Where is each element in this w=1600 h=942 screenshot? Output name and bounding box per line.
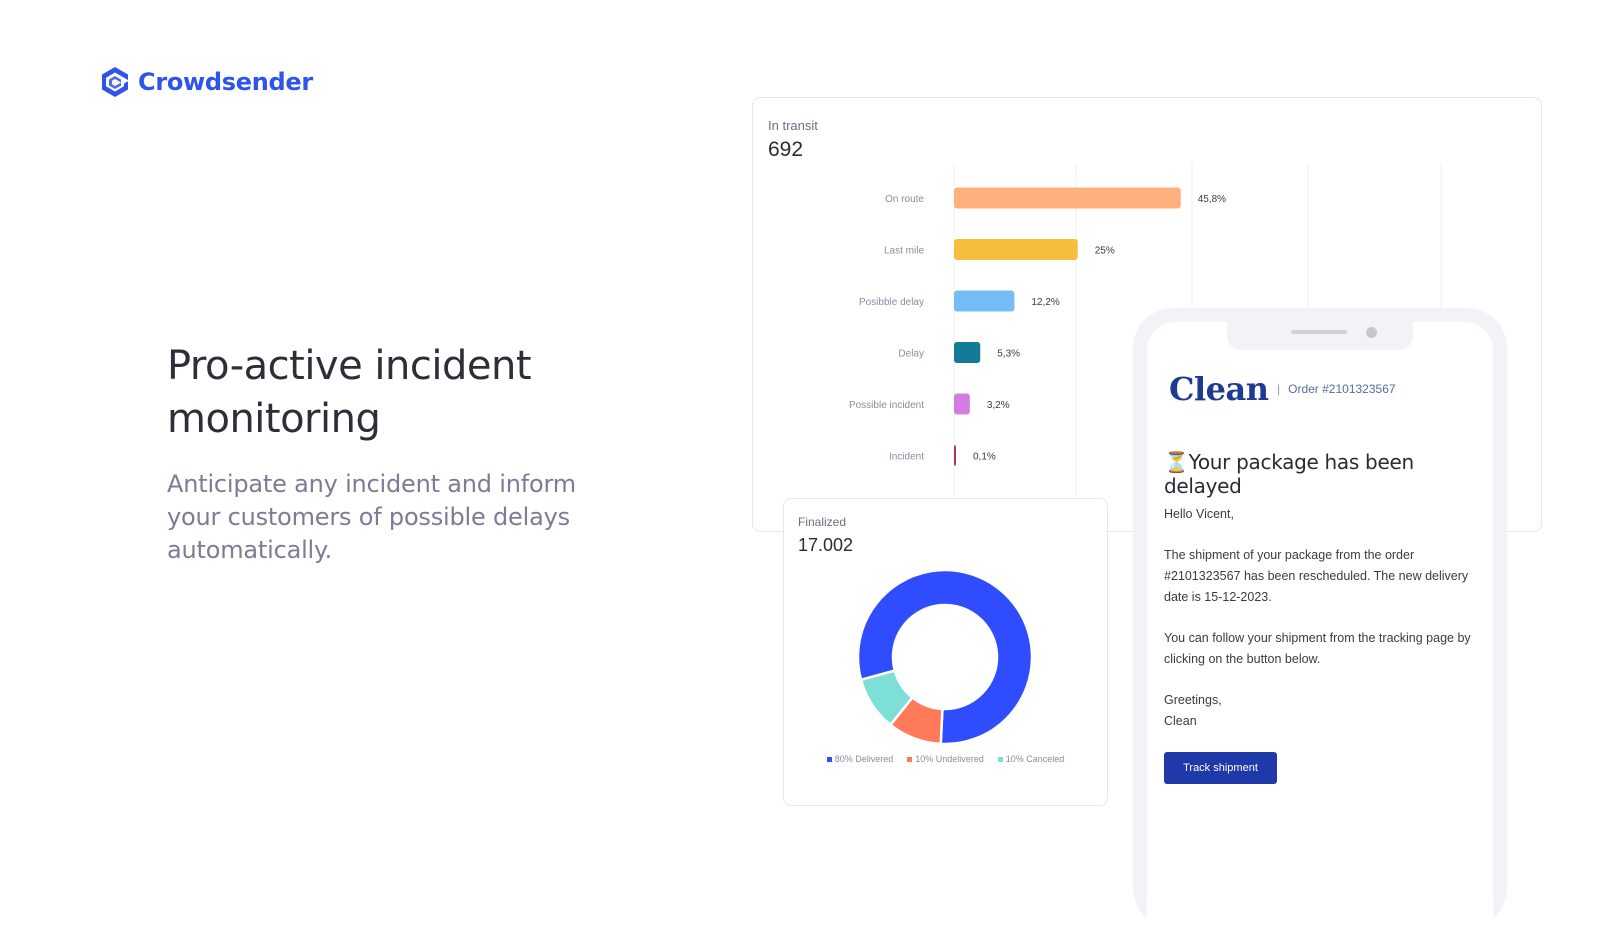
track-shipment-button[interactable]: Track shipment	[1164, 752, 1277, 784]
legend-label: 80% Delivered	[834, 754, 894, 764]
donut-slice	[859, 669, 915, 727]
legend-swatch	[826, 756, 832, 762]
bar	[954, 239, 1078, 260]
bar-value-label: 45,8%	[1198, 194, 1226, 205]
in-transit-bar-chart: On route 45,8% Last mile 25% Posibble delay 1…	[849, 163, 1442, 498]
order-number: | Order #2101323567	[1277, 382, 1396, 396]
finalized-legend: 80% Delivered 10% Undelivered 10% Canceled	[784, 754, 1107, 764]
legend-entry: 10% Canceled	[997, 754, 1065, 764]
bar-value-label: 3,2%	[987, 400, 1010, 411]
finalized-value: 17.002	[798, 535, 854, 555]
email-title-text: Your package has been delayed	[1164, 450, 1414, 498]
bar	[954, 342, 981, 363]
bar	[954, 445, 956, 466]
bar-value-label: 12,2%	[1031, 297, 1059, 308]
email-signature: Clean	[1164, 714, 1197, 728]
crowdsender-logo[interactable]: Crowdsender	[100, 66, 313, 98]
speaker-grille	[1291, 330, 1347, 334]
bar-value-label: 25%	[1095, 246, 1115, 257]
email-greeting: Hello Vicent,	[1164, 507, 1234, 521]
bar-category-label: Posibble delay	[859, 297, 924, 308]
hero-subtitle: Anticipate any incident and inform your …	[167, 470, 576, 564]
bar-category-label: Incident	[889, 452, 924, 463]
phone-notch	[1227, 322, 1413, 350]
email-brand-logo: Clean	[1169, 370, 1269, 408]
email-body: Hello Vicent, The shipment of your packa…	[1164, 504, 1484, 752]
legend-entry: 10% Undelivered	[907, 754, 984, 764]
in-transit-label: In transit	[768, 118, 818, 133]
brand-name: Crowdsender	[138, 68, 313, 96]
finalized-donut-chart	[856, 568, 1034, 746]
email-paragraph-1: The shipment of your package from the or…	[1164, 548, 1469, 604]
legend-label: 10% Canceled	[1005, 754, 1065, 764]
legend-swatch	[907, 756, 913, 762]
bar	[954, 187, 1181, 209]
bar-value-label: 0,1%	[973, 452, 996, 463]
legend-swatch	[997, 756, 1003, 762]
email-signoff: Greetings,	[1164, 693, 1222, 707]
email-paragraph-2: You can follow your shipment from the tr…	[1164, 631, 1471, 666]
bar-value-label: 5,3%	[997, 349, 1020, 360]
bar-category-label: On route	[885, 194, 924, 205]
in-transit-value: 692	[768, 138, 804, 161]
bar	[954, 393, 970, 415]
crowdsender-logo-icon	[102, 67, 128, 97]
legend-label: 10% Undelivered	[915, 754, 984, 764]
donut-slice	[856, 568, 1034, 746]
bar-category-label: Last mile	[884, 246, 924, 257]
phone-mockup: Clean | Order #2101323567 ⏳Your package h…	[1133, 308, 1507, 942]
legend-entry: 80% Delivered	[826, 754, 894, 764]
order-label: Order #2101323567	[1288, 382, 1396, 396]
camera-icon	[1366, 327, 1377, 338]
bar-category-label: Possible incident	[849, 400, 924, 411]
hero-title: Pro-active incident monitoring	[167, 343, 532, 442]
phone-screen: Clean | Order #2101323567 ⏳Your package h…	[1147, 322, 1493, 942]
hourglass-icon: ⏳	[1164, 450, 1189, 474]
bar-category-label: Delay	[898, 349, 924, 360]
bar	[954, 290, 1015, 312]
email-title: ⏳Your package has been delayed	[1164, 450, 1493, 498]
finalized-label: Finalized	[798, 515, 847, 529]
finalized-card: Finalized 17.002 80% Delivered 10% Undeli…	[783, 498, 1108, 806]
